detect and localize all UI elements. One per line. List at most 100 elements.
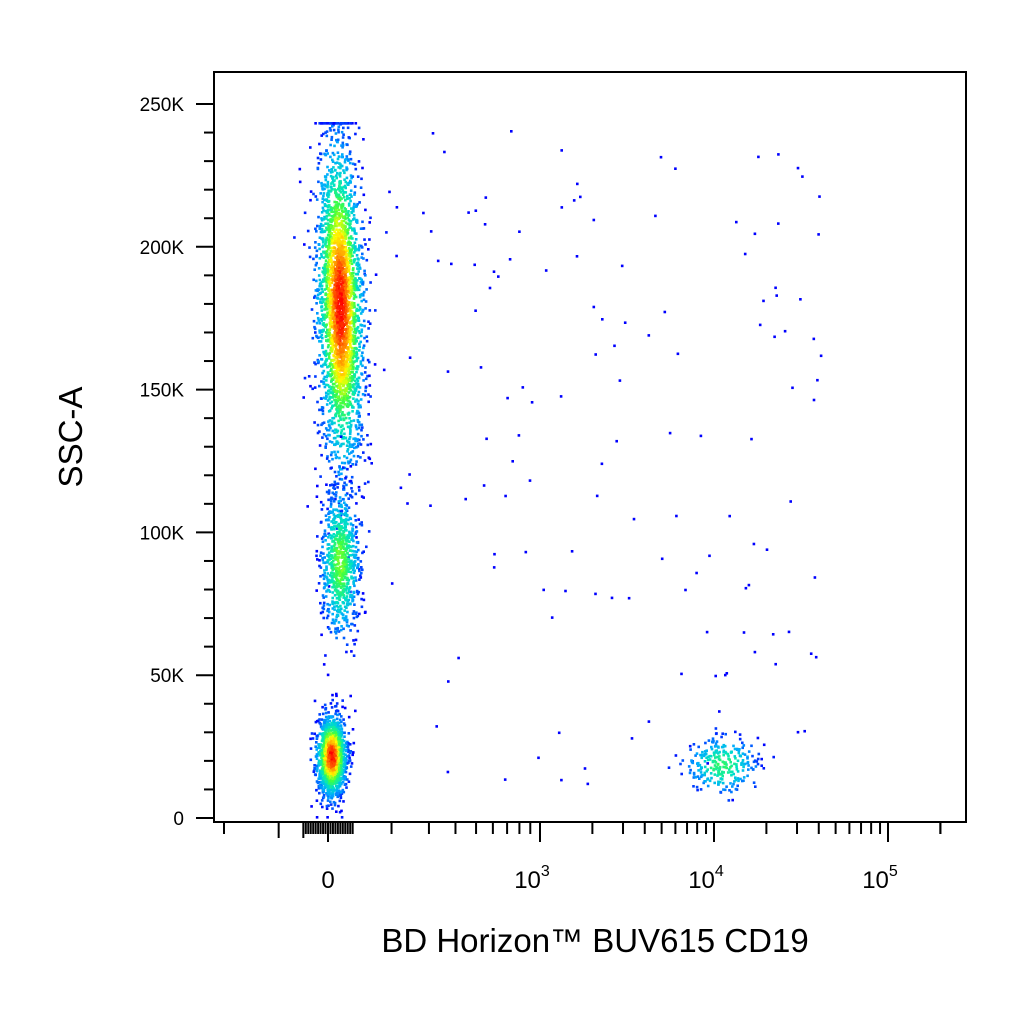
event-dot <box>342 636 346 640</box>
event-dot <box>323 760 326 764</box>
event-dot <box>349 402 353 406</box>
event-dot <box>320 508 324 511</box>
event-dot <box>337 789 341 792</box>
event-dot <box>330 580 333 584</box>
event-dot <box>339 164 343 168</box>
event-dot <box>337 355 340 359</box>
event-dot <box>343 731 346 735</box>
event-dot <box>339 547 343 551</box>
event-dot <box>351 383 354 387</box>
event-dot <box>322 363 325 367</box>
event-dot <box>314 122 317 125</box>
event-dot <box>328 328 331 332</box>
event-dot <box>340 251 344 255</box>
event-dot <box>333 224 337 228</box>
event-dot <box>329 484 332 487</box>
event-dot <box>316 558 319 561</box>
event-dot <box>342 601 345 605</box>
event-dot <box>331 776 334 780</box>
event-dot <box>345 596 348 600</box>
event-dot <box>353 229 356 233</box>
event-dot <box>341 405 345 409</box>
event-dot <box>349 458 353 462</box>
event-dot <box>318 784 322 788</box>
event-dot <box>337 155 341 158</box>
event-dot <box>330 441 334 444</box>
event-dot <box>338 228 341 232</box>
event-dot <box>331 785 335 789</box>
event-dot <box>340 518 343 522</box>
event-dot <box>354 330 358 333</box>
event-dot <box>348 533 351 536</box>
event-dot <box>335 336 339 339</box>
event-dot <box>346 537 349 541</box>
event-dot <box>343 764 347 767</box>
event-dot <box>336 738 340 741</box>
event-dot <box>343 267 346 271</box>
event-dot <box>315 748 318 751</box>
event-dot <box>322 329 325 333</box>
event-dot <box>354 463 358 466</box>
event-dot <box>331 289 334 292</box>
event-dot <box>346 382 349 386</box>
event-dot <box>336 626 340 630</box>
event-dot <box>341 144 345 147</box>
event-dot <box>321 406 325 410</box>
event-dot <box>343 524 347 528</box>
event-dot <box>738 733 742 736</box>
event-dot <box>338 738 341 742</box>
event-dot <box>335 271 338 274</box>
event-dot <box>354 318 357 322</box>
event-dot <box>367 413 370 416</box>
event-dot <box>349 303 352 306</box>
event-dot <box>348 421 351 425</box>
event-dot <box>344 526 347 529</box>
event-dot <box>335 766 338 769</box>
event-dot <box>320 211 324 214</box>
event-dot <box>345 755 349 758</box>
event-dot <box>351 564 355 568</box>
event-dot <box>339 534 342 537</box>
event-dot <box>350 211 353 214</box>
event-dot <box>330 741 334 744</box>
event-dot <box>332 237 336 240</box>
event-dot <box>356 267 360 270</box>
event-dot <box>324 766 328 770</box>
event-dot <box>352 352 355 355</box>
event-dot <box>336 723 340 727</box>
event-dot <box>334 627 337 630</box>
event-dot <box>337 187 340 191</box>
event-dot <box>331 754 335 757</box>
event-dot <box>346 441 350 444</box>
event-dot <box>335 261 339 265</box>
event-dot <box>327 410 331 413</box>
event-dot <box>344 569 347 573</box>
event-dot <box>338 234 342 238</box>
event-dot <box>343 770 346 774</box>
event-dot <box>348 400 352 404</box>
event-dot <box>325 245 328 248</box>
event-dot <box>324 222 327 225</box>
event-dot <box>339 513 343 517</box>
event-dot <box>340 556 344 559</box>
event-dot <box>317 319 321 322</box>
event-dot <box>365 258 369 262</box>
event-dot <box>346 249 349 253</box>
event-dot <box>338 477 342 481</box>
event-dot <box>318 227 322 230</box>
event-dot <box>321 266 325 270</box>
event-dot <box>327 294 331 297</box>
event-dot <box>329 255 332 258</box>
event-dot <box>329 342 333 345</box>
event-dot <box>334 760 338 764</box>
event-dot <box>337 606 340 609</box>
event-dot <box>358 349 361 352</box>
event-dot <box>323 375 326 379</box>
event-dot <box>333 723 337 726</box>
event-dot <box>315 230 318 233</box>
event-dot <box>350 451 353 454</box>
event-dot <box>331 728 334 732</box>
event-dot <box>324 534 327 537</box>
event-dot <box>351 122 354 125</box>
event-dot <box>341 699 344 702</box>
